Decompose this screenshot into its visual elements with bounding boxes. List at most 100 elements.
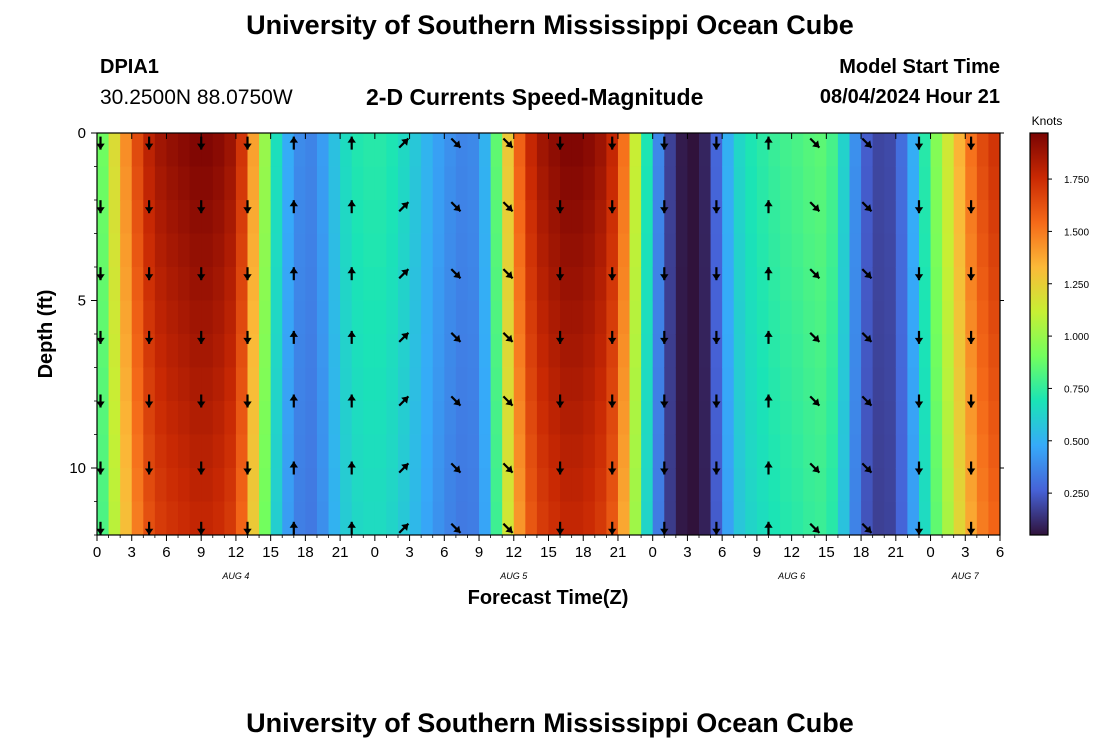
heatmap-cell [108,133,121,168]
heatmap-cell [571,334,584,369]
heatmap-cell [293,401,306,436]
heatmap-cell [305,468,318,503]
heatmap-cell [97,267,110,302]
heatmap-cell [710,300,723,335]
current-arrow [96,136,105,150]
heatmap-cell [444,166,457,201]
current-arrow [764,521,773,535]
heatmap-cell [872,200,885,235]
heatmap-cell [733,468,746,503]
heatmap-cell [270,468,283,503]
current-arrow [764,394,773,408]
heatmap-cell [131,233,144,268]
heatmap-cell [467,334,480,369]
heatmap-cell [849,434,862,469]
heatmap-cell [328,468,341,503]
heatmap-cell [351,233,364,268]
arrow-head [453,465,461,473]
heatmap-cell [282,334,295,369]
heatmap-cell [884,166,897,201]
heatmap-cell [861,233,874,268]
heatmap-cell [316,267,330,302]
model-start-label: Model Start Time [839,56,1000,78]
heatmap-cell [791,267,804,302]
arrow-head [812,398,820,406]
arrow-head [347,461,356,468]
arrow-head [197,337,206,344]
heatmap-cell [675,367,689,402]
arrow-head [96,143,105,150]
heatmap-cell [328,233,341,268]
date-label: AUG 5 [499,571,528,581]
heatmap-cell [108,468,121,503]
heatmap-cell [745,267,758,302]
chart-title: 2-D Currents Speed-Magnitude [366,84,704,110]
current-arrow [398,462,410,474]
arrow-head [712,337,721,344]
heatmap-cell [97,401,110,436]
heatmap-cell [722,434,735,469]
heatmap-cell [791,334,804,369]
x-tick-label: 6 [996,544,1004,561]
heatmap-cell [235,166,249,201]
heatmap-cell [270,166,283,201]
heatmap-cell [814,401,827,436]
heatmap-cell [421,501,434,535]
heatmap-cell [409,367,422,402]
heatmap-cell [837,468,851,503]
current-arrow [712,521,721,535]
heatmap-cell [687,501,700,535]
heatmap-cell [479,468,492,503]
heatmap-cell [212,367,225,402]
heatmap-cell [259,166,272,201]
heatmap-cell [143,334,156,369]
heatmap-cell [791,434,804,469]
heatmap-cell [629,233,642,268]
heatmap-cell [108,434,121,469]
heatmap-cell [259,267,272,302]
heatmap-cell [374,166,388,201]
heatmap-cell [490,434,503,469]
heatmap-cell [201,434,214,469]
heatmap-cell [432,200,445,235]
current-arrow [197,394,206,408]
heatmap-cell [212,166,225,201]
current-arrow [861,332,873,343]
heatmap-cell [988,200,1000,235]
x-tick-label: 9 [475,544,483,561]
heatmap-cell [849,166,862,201]
current-arrow [144,521,154,535]
heatmap-cell [814,367,827,402]
heatmap-cell [340,334,353,369]
current-arrow [809,201,821,213]
current-arrow [144,267,154,281]
heatmap-cell [455,200,469,235]
arrow-head [289,136,298,143]
heatmap-cell [513,434,526,469]
heatmap-cell [583,501,596,535]
heatmap-cell [305,334,318,369]
heatmap-cell [930,334,943,369]
heatmap-cell [293,267,306,302]
current-arrow [289,461,298,475]
heatmap-cell [780,200,793,235]
heatmap-cell [849,501,862,535]
heatmap-cell [606,334,619,369]
heatmap-cell [583,267,596,302]
heatmap-cell [606,434,619,469]
heatmap-cell [374,434,388,469]
heatmap-cell [108,233,121,268]
arrow-head [660,274,669,281]
current-arrow [96,200,105,214]
heatmap-cell [247,401,260,436]
heatmap-cell [826,334,839,369]
heatmap-cell [872,434,885,469]
heatmap-cell [421,468,434,503]
heatmap-cell [143,133,156,168]
heatmap-cell [235,468,249,503]
current-arrow [502,268,514,280]
heatmap-cell [340,468,353,503]
arrow-head [401,463,409,471]
heatmap-cell [722,401,735,436]
heatmap-cell [976,233,990,268]
